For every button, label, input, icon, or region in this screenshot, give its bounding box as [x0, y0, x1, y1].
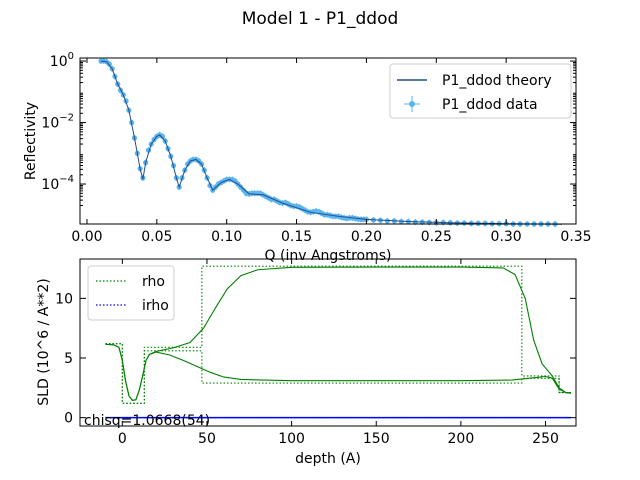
x-tick-label: 200 [448, 431, 475, 447]
figure-title: Model 1 - P1_ddod [242, 9, 399, 29]
data-point [159, 133, 166, 139]
reflectivity-y-label: Reflectivity [23, 102, 39, 180]
sld-y-label: SLD (10^6 / A**2) [36, 278, 52, 405]
reflectivity-legend-box [389, 63, 572, 119]
x-tick-label: 0.00 [71, 229, 102, 245]
sld-legend: rho irho [87, 265, 175, 321]
x-tick-label: 0.15 [281, 229, 312, 245]
sld-ticks: 0 50 100 150 200 250 0 5 10 [55, 259, 576, 447]
x-tick-label: 0.25 [421, 229, 452, 245]
chisq-annotation: chisq=1.0668(54) [84, 413, 210, 429]
y-tick-label: 10−4 [41, 174, 74, 193]
x-tick-label: 0.20 [351, 229, 382, 245]
x-tick-label: 0.30 [491, 229, 522, 245]
legend-irho-label: irho [142, 298, 169, 314]
legend-rho-label: rho [142, 274, 165, 290]
x-tick-label: 100 [278, 431, 305, 447]
reflectivity-legend: P1_ddod theory P1_ddod data [389, 63, 572, 119]
y-tick-label: 5 [64, 351, 73, 367]
legend-data-marker [409, 101, 415, 107]
x-tick-label: 150 [363, 431, 390, 447]
sld-plot: 0 50 100 150 200 250 0 5 10 depth (A) SLD (10^6 … [36, 258, 577, 467]
reflectivity-x-label: Q (inv Angstroms) [265, 248, 392, 264]
legend-data-label: P1_ddod data [442, 97, 538, 113]
x-tick-label: 0.35 [560, 229, 591, 245]
y-tick-label: 0 [64, 411, 73, 427]
y-tick-label: 10 [55, 291, 73, 307]
sld-marks [105, 265, 571, 419]
reflectivity-ticks: 0.00 0.05 0.10 0.15 0.20 0.25 0.30 0.35 100 10−2 1… [41, 51, 591, 245]
x-tick-label: 0.05 [141, 229, 172, 245]
reflectivity-axes-frame [79, 57, 577, 225]
theory-line [100, 60, 563, 225]
sld-x-label: depth (A) [295, 451, 361, 467]
legend-theory-label: P1_ddod theory [442, 73, 552, 89]
sld-legend-box [87, 265, 175, 321]
rho-profile-step [105, 343, 571, 404]
reflectivity-plot: 0.00 0.05 0.10 0.15 0.20 0.25 0.30 0.35 100 10−2 1… [23, 51, 592, 264]
x-tick-label: 250 [532, 431, 559, 447]
x-tick-label: 0.10 [211, 229, 242, 245]
rho-profile-line [105, 343, 571, 401]
x-tick-label: 50 [198, 431, 216, 447]
sld-axes-frame [79, 258, 577, 427]
y-tick-label: 10−2 [41, 113, 74, 132]
y-tick-label: 100 [50, 51, 74, 70]
x-tick-label: 0 [118, 431, 127, 447]
